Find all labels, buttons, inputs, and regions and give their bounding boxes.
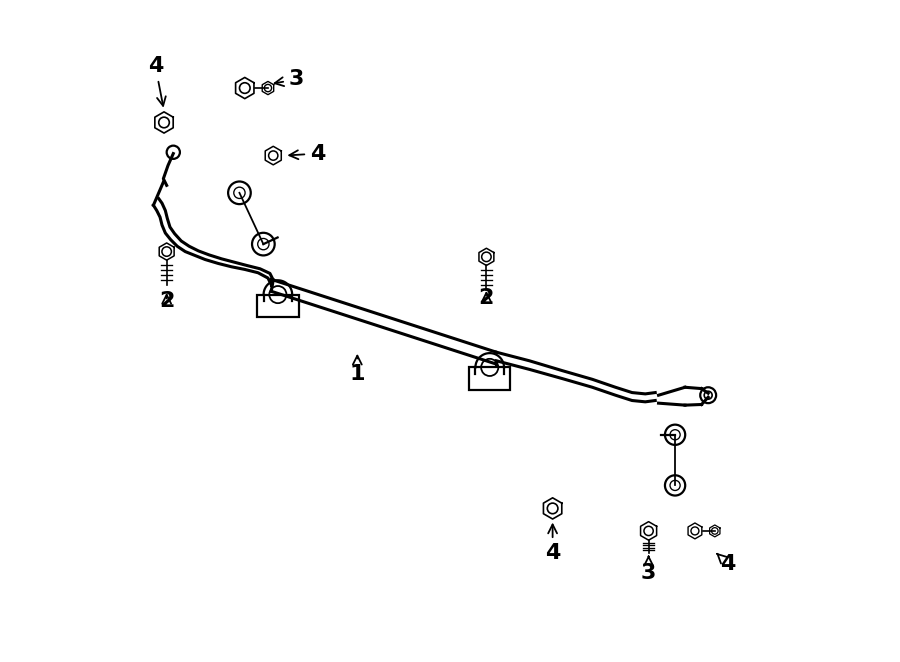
Text: 4: 4 — [717, 554, 735, 574]
Text: 4: 4 — [148, 56, 166, 106]
Text: 2: 2 — [159, 291, 175, 311]
Text: 1: 1 — [349, 355, 365, 384]
Text: 4: 4 — [544, 524, 561, 563]
Text: 3: 3 — [274, 70, 304, 89]
Text: 2: 2 — [479, 288, 494, 308]
Text: 3: 3 — [641, 556, 656, 583]
Text: 4: 4 — [289, 144, 325, 164]
